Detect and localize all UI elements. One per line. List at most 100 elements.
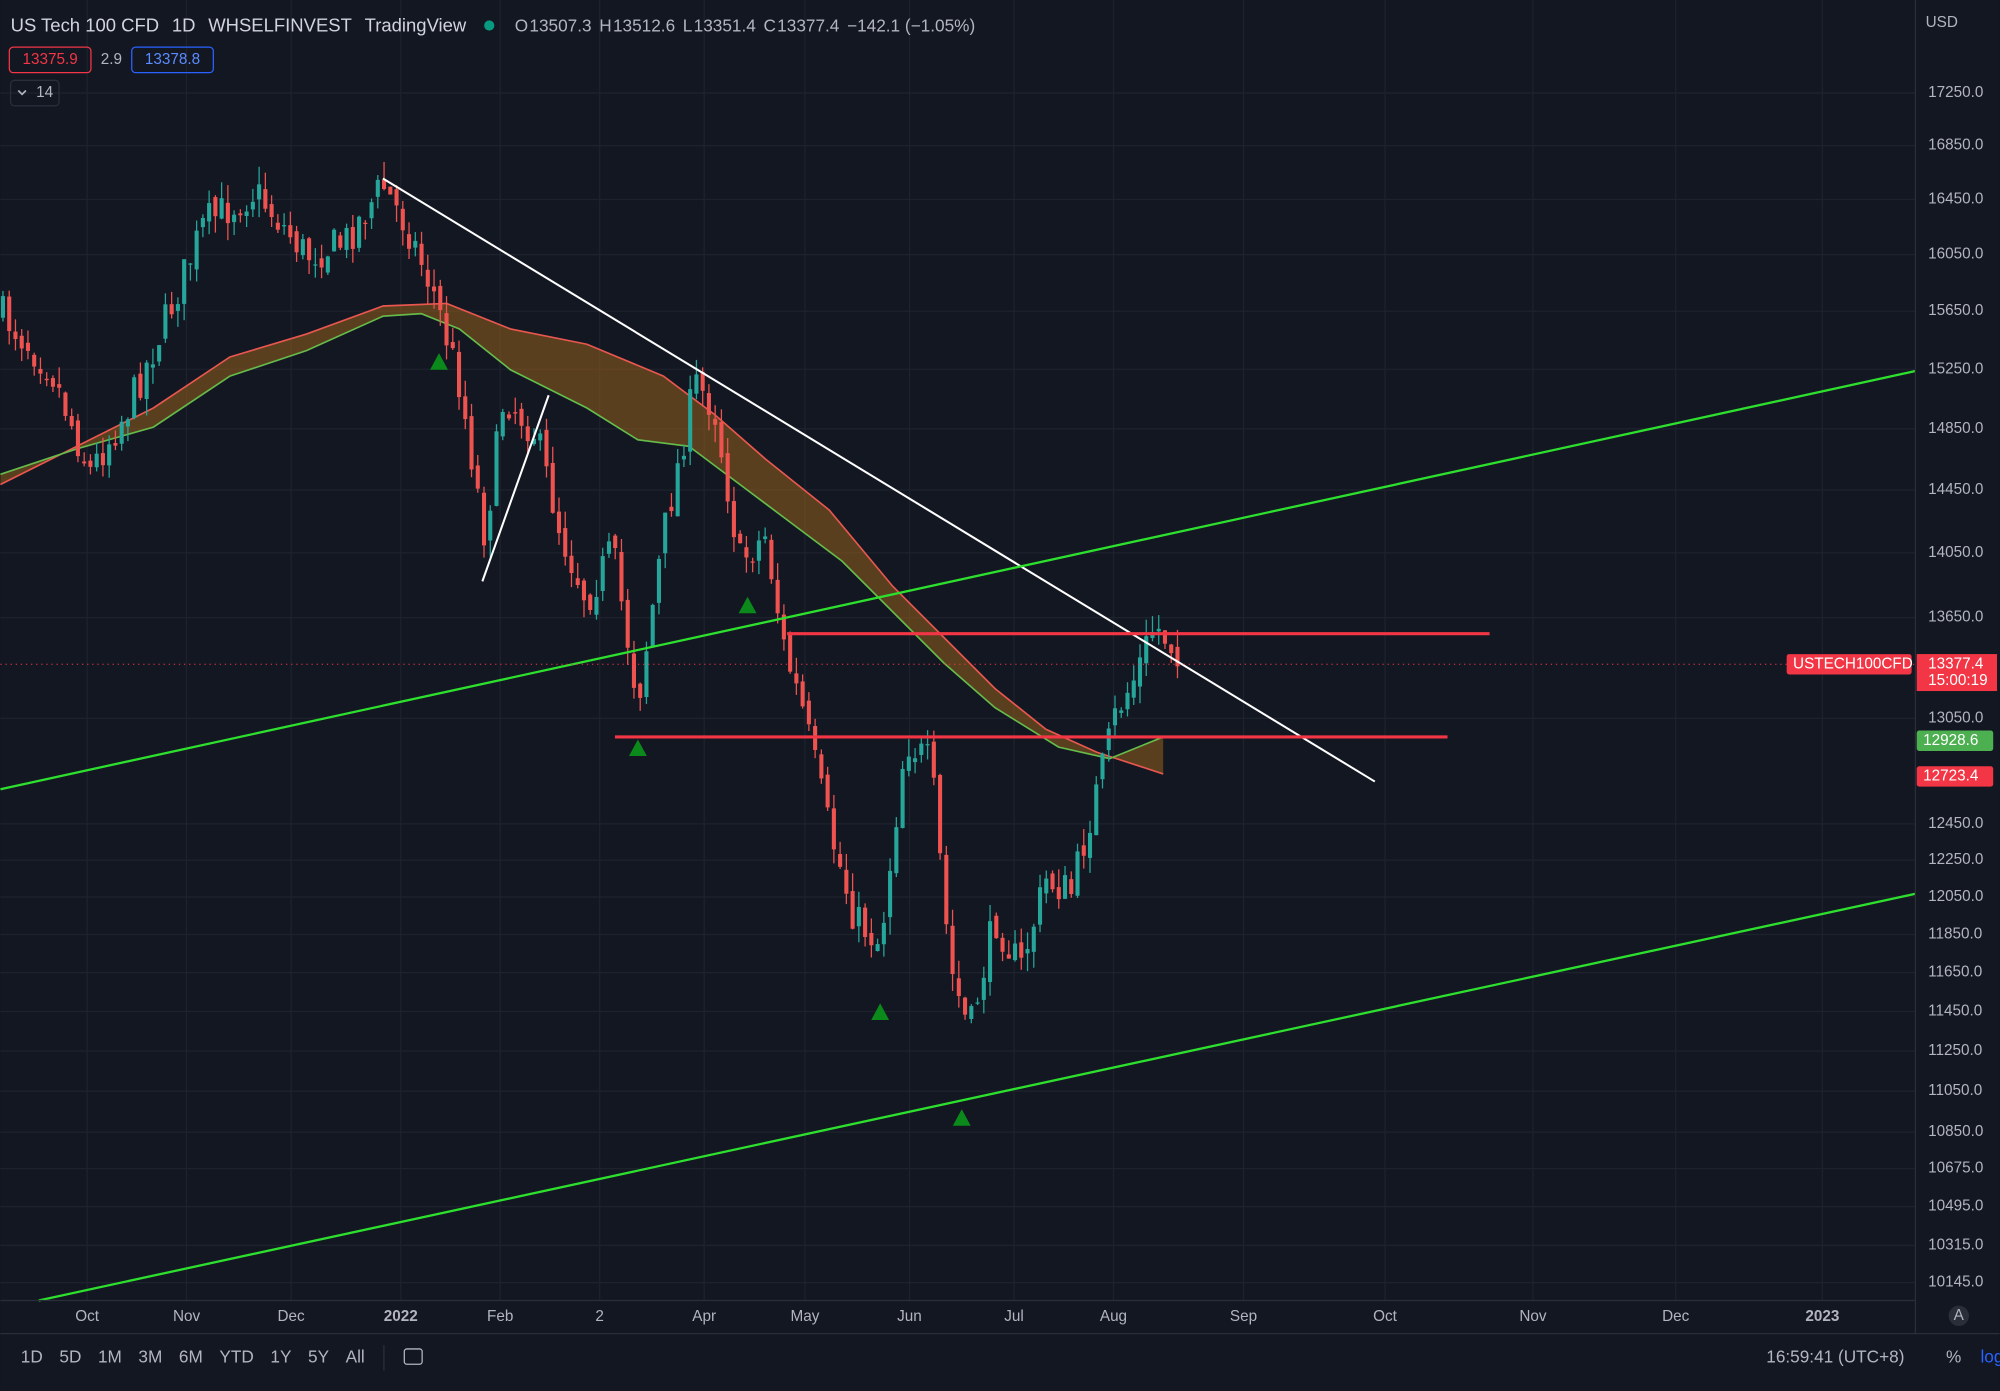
- range-btn[interactable]: 6M: [179, 1346, 203, 1366]
- candle-body: [713, 418, 718, 425]
- candle-body: [1144, 636, 1149, 664]
- price-label: 16450.0: [1928, 191, 1983, 208]
- candle-body: [956, 978, 961, 997]
- countdown: 15:00:19: [1928, 672, 1987, 689]
- candle-body: [669, 506, 674, 512]
- date-range-icon[interactable]: [403, 1348, 423, 1365]
- candle-body: [1013, 943, 1018, 961]
- ohlc-key: H: [599, 15, 611, 35]
- candle-body: [600, 556, 605, 591]
- candle-body: [194, 230, 199, 270]
- candle-body: [838, 854, 843, 867]
- time-label: Apr: [692, 1308, 716, 1325]
- range-btn[interactable]: All: [346, 1346, 365, 1366]
- price-label: 15250.0: [1928, 360, 1983, 377]
- candle-body: [225, 202, 230, 224]
- time-label: Nov: [173, 1308, 201, 1325]
- sell-box[interactable]: [8, 46, 92, 74]
- candle-body: [163, 304, 168, 339]
- candle-body: [19, 335, 24, 349]
- price-label: 11450.0: [1928, 1003, 1982, 1020]
- candle-body: [57, 384, 62, 388]
- candle-body: [113, 443, 118, 446]
- candle-body: [1062, 875, 1068, 899]
- candle-body: [788, 635, 793, 672]
- candle-body: [444, 313, 449, 346]
- range-btn[interactable]: 3M: [138, 1346, 162, 1366]
- candle-body: [769, 539, 774, 580]
- candle-body: [1000, 937, 1005, 952]
- buy-box[interactable]: [131, 46, 214, 74]
- candle-body: [694, 374, 699, 394]
- candle-body: [188, 263, 193, 265]
- ma-green: [0, 312, 1164, 760]
- clock: 16:59:41 (UTC+8): [1766, 1346, 1904, 1366]
- candle-body: [313, 264, 318, 266]
- time-label: Nov: [1519, 1308, 1547, 1325]
- candle-body: [688, 389, 693, 452]
- candle-body: [138, 373, 143, 398]
- candle-body: [681, 455, 686, 460]
- signal-triangle: [628, 739, 647, 757]
- ohlc-value: 13507.3: [529, 15, 591, 35]
- candle-body: [1156, 628, 1161, 632]
- candle-body: [175, 304, 180, 311]
- candle-body: [525, 426, 530, 442]
- candle-body: [82, 461, 87, 464]
- candle-body: [938, 774, 943, 854]
- price-label: 13050.0: [1928, 709, 1983, 726]
- time-label: Dec: [278, 1308, 306, 1325]
- interval[interactable]: 1D: [172, 15, 196, 36]
- range-btn[interactable]: 1Y: [270, 1346, 292, 1366]
- price-label: 12450.0: [1928, 815, 1983, 832]
- candle-body: [419, 243, 424, 265]
- ma-green-label-bg: [1916, 730, 1994, 751]
- time-label: Oct: [75, 1308, 100, 1325]
- candle-body: [1112, 708, 1118, 726]
- candle-body: [1031, 926, 1036, 952]
- ma-red: [0, 302, 1164, 775]
- candle-body: [850, 891, 855, 929]
- auto-btn[interactable]: A: [1954, 1307, 1965, 1324]
- candle-body: [706, 393, 711, 415]
- range-btn[interactable]: 5D: [59, 1346, 81, 1366]
- candle-body: [581, 580, 587, 601]
- range-btn[interactable]: 1D: [21, 1346, 43, 1366]
- candle-body: [894, 827, 899, 874]
- range-btn[interactable]: 5Y: [308, 1346, 330, 1366]
- candle-body: [1069, 879, 1074, 895]
- symbol-title[interactable]: US Tech 100 CFD: [11, 15, 160, 36]
- range-btn[interactable]: 1M: [98, 1346, 122, 1366]
- candle-body: [613, 535, 618, 549]
- indicator-box[interactable]: [9, 79, 60, 107]
- candle-body: [1075, 851, 1080, 896]
- candle-body: [344, 227, 349, 250]
- signal-triangle: [952, 1109, 971, 1126]
- candle-body: [569, 555, 574, 574]
- percent-btn[interactable]: %: [1946, 1346, 1961, 1366]
- currency[interactable]: USD: [1926, 14, 1958, 31]
- candle-body: [806, 700, 811, 725]
- candle-body: [819, 754, 824, 779]
- candle-body: [1106, 728, 1111, 751]
- indicator: 14: [36, 84, 53, 101]
- candle-body: [906, 756, 911, 771]
- candle-body: [69, 416, 74, 427]
- range-btn[interactable]: YTD: [219, 1346, 253, 1366]
- candle-body: [494, 431, 499, 506]
- candle-body: [475, 465, 480, 489]
- candle-body: [731, 501, 736, 538]
- candle-body: [619, 551, 624, 602]
- buy: 13378.8: [145, 51, 200, 68]
- candle-body: [919, 743, 924, 755]
- symbol-badge-bg: [1786, 654, 1912, 675]
- log-btn[interactable]: log: [1980, 1346, 2000, 1366]
- candle-body: [763, 536, 768, 539]
- candle-body: [888, 870, 893, 918]
- symbol-badge: USTECH100CFD: [1793, 655, 1913, 672]
- candle-body: [1050, 873, 1055, 890]
- candle-body: [994, 915, 999, 939]
- candle-body: [500, 411, 505, 437]
- ohlc-key: C: [763, 15, 775, 35]
